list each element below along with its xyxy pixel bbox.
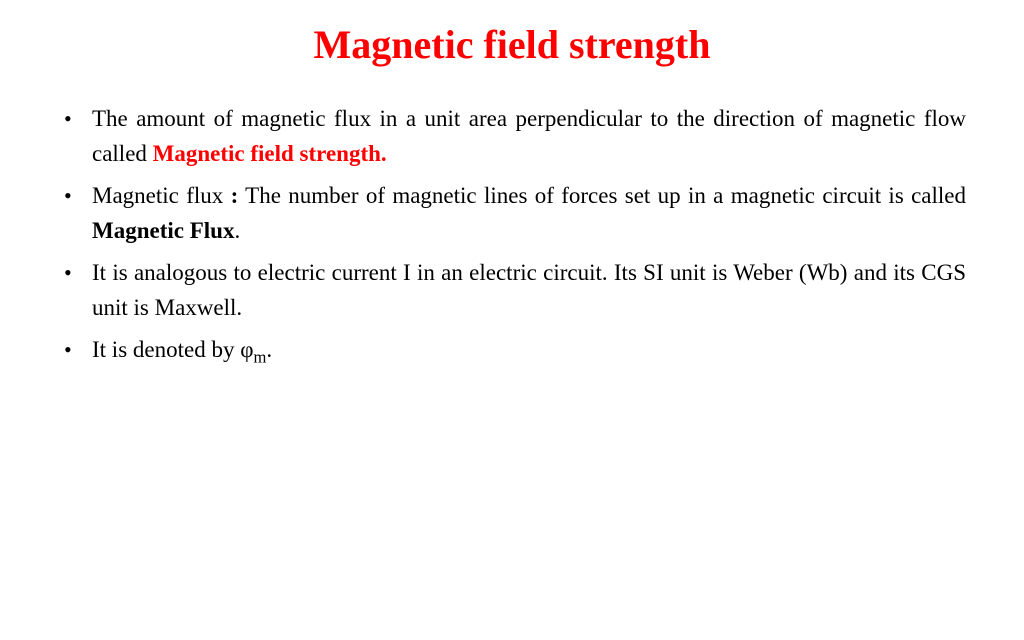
bullet-item: It is denoted by φm. [58,333,966,368]
slide: Magnetic field strength The amount of ma… [0,0,1024,640]
bullet-text: It is denoted by φ [92,337,253,362]
bullet-emph-bold: Magnetic Flux [92,218,234,243]
bullet-emph-red: Magnetic field strength. [153,141,387,166]
bullet-text: It is analogous to electric current I in… [92,260,966,320]
bullet-subscript: m [253,348,266,367]
bullet-text-post: . [266,337,272,362]
bullet-text-post: . [234,218,240,243]
bullet-item: Magnetic flux : The number of magnetic l… [58,179,966,248]
slide-title: Magnetic field strength [58,22,966,68]
bullet-list: The amount of magnetic flux in a unit ar… [58,102,966,368]
bullet-text-mid: The number of magnetic lines of forces s… [238,183,966,208]
bullet-text: Magnetic flux [92,183,231,208]
bullet-item: The amount of magnetic flux in a unit ar… [58,102,966,171]
bullet-item: It is analogous to electric current I in… [58,256,966,325]
